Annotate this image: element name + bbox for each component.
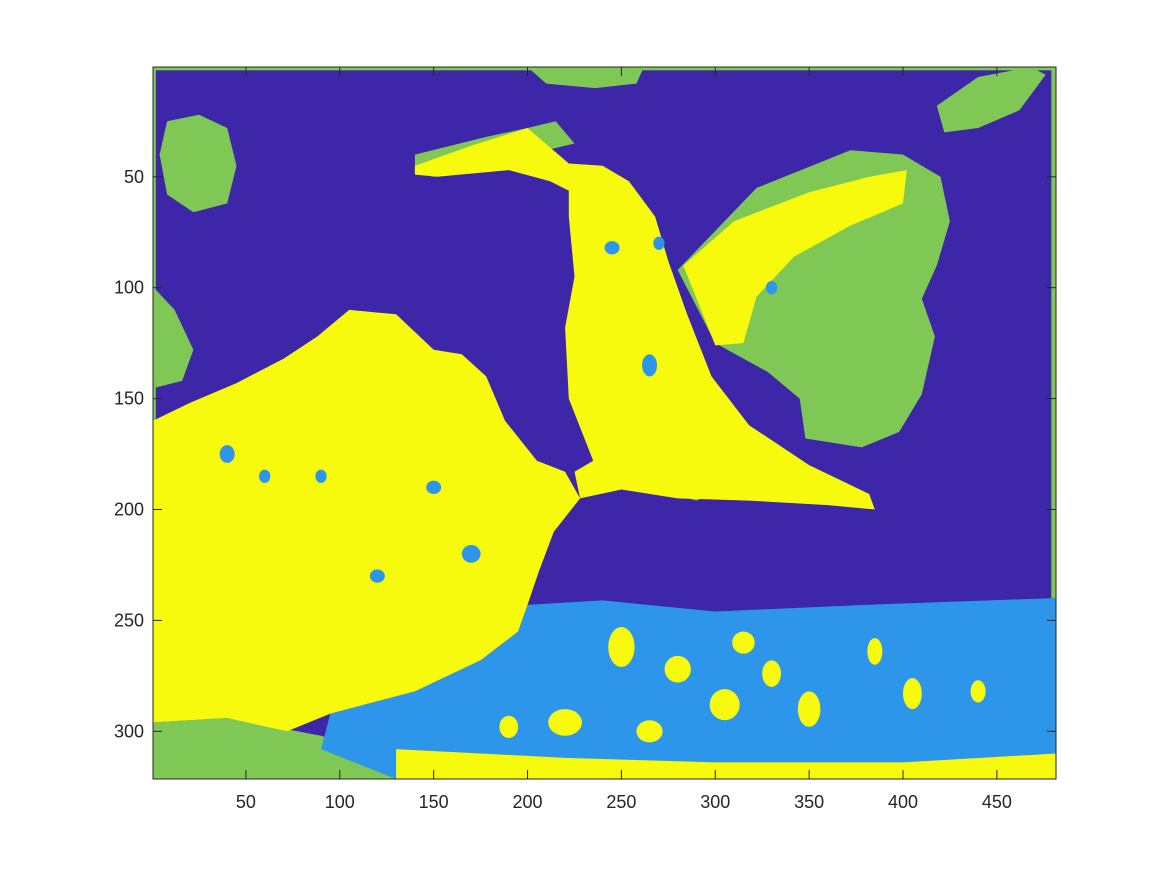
x-tick-label: 50 [236, 792, 256, 812]
region-yellow-main [153, 309, 581, 732]
region-yellow-speck [902, 678, 922, 710]
region-yellow-speck [732, 631, 755, 654]
y-tick-label: 300 [114, 721, 144, 741]
x-tick-label: 350 [794, 792, 824, 812]
region-blue-speck [369, 569, 385, 583]
x-tick-label: 300 [700, 792, 730, 812]
y-tick-label: 100 [114, 278, 144, 298]
region-left-strip [153, 67, 156, 443]
region-right-strip [1051, 67, 1056, 599]
x-tick-label: 450 [982, 792, 1012, 812]
region-green-left [153, 287, 194, 388]
region-green-bottomleft [153, 718, 406, 779]
region-blue-speck [653, 236, 665, 250]
x-tick-label: 100 [325, 792, 355, 812]
y-tick-label: 250 [114, 610, 144, 630]
x-tick-label: 400 [888, 792, 918, 812]
region-yellow-speck [636, 720, 663, 743]
region-yellow-speck [709, 689, 740, 721]
y-tick-label: 200 [114, 500, 144, 520]
region-yellow-speck [499, 715, 519, 738]
region-yellow-speck [664, 655, 691, 683]
region-yellow-speck [797, 691, 821, 727]
region-yellow-speck [548, 709, 582, 736]
y-tick-label: 50 [124, 167, 144, 187]
region-yellow-speck [867, 638, 883, 665]
region-blue-speck [219, 445, 235, 463]
region-yellow-speck [608, 627, 635, 667]
region-yellow-speck [970, 680, 986, 703]
region-green-topright [936, 67, 1046, 133]
axes-frame [152, 66, 1057, 780]
region-blue-speck [259, 469, 271, 483]
region-yellow-wing [683, 170, 907, 346]
heatmap-image [153, 67, 1056, 779]
y-tick-label: 150 [114, 389, 144, 409]
region-yellow-bird [565, 163, 875, 510]
region-blue-speck [765, 281, 778, 295]
y-axis: 50 100 150 200 250 300 [114, 167, 1056, 741]
region-blue-speck [604, 241, 620, 255]
region-blue-speck [461, 544, 481, 563]
region-green-topcenter [527, 67, 644, 89]
region-yellow-bottom [396, 749, 1056, 779]
region-blue-speck [426, 480, 442, 494]
region-blue-speck [642, 354, 658, 377]
region-green-topleft [159, 114, 237, 213]
x-tick-label: 200 [513, 792, 543, 812]
x-axis: 50 100 150 200 250 300 350 400 450 [236, 67, 1012, 812]
region-yellow-beak [414, 128, 577, 195]
x-tick-label: 250 [606, 792, 636, 812]
region-blue-speck [315, 469, 327, 483]
region-yellow-speck [762, 660, 781, 687]
x-tick-label: 150 [419, 792, 449, 812]
